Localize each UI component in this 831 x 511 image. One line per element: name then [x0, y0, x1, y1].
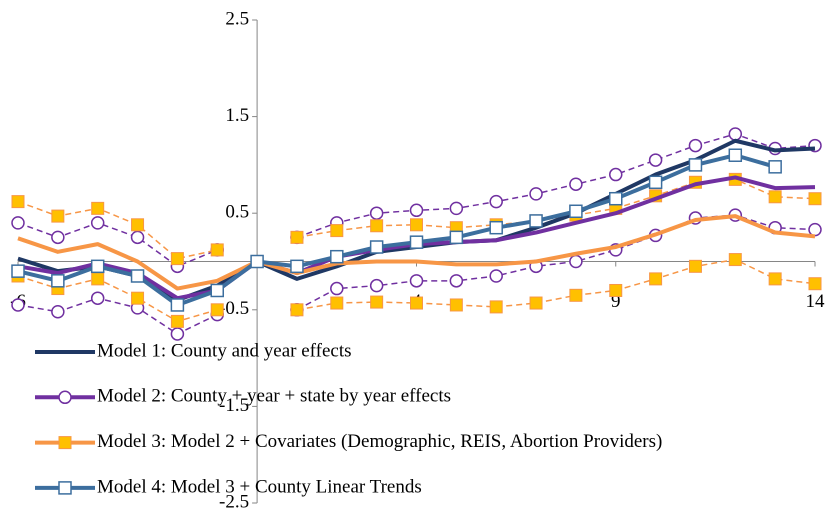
marker — [449, 274, 464, 288]
marker — [609, 167, 623, 182]
marker — [51, 274, 65, 288]
marker — [330, 281, 344, 296]
marker — [688, 259, 702, 273]
legend-label: Model 3: Model 2 + Covariates (Demograph… — [97, 431, 662, 452]
marker — [409, 274, 424, 288]
marker — [90, 259, 105, 274]
marker — [170, 314, 184, 328]
marker — [449, 230, 464, 245]
marker — [768, 272, 782, 286]
marker — [290, 259, 304, 274]
marker — [609, 191, 623, 206]
marker — [51, 304, 65, 319]
marker — [130, 230, 145, 245]
marker — [11, 298, 25, 312]
marker — [210, 303, 224, 317]
legend-label: Model 1: County and year effects — [97, 340, 352, 361]
marker — [768, 160, 782, 174]
marker — [370, 219, 384, 233]
marker — [90, 291, 105, 305]
marker — [290, 230, 304, 244]
marker — [449, 201, 464, 216]
marker — [330, 249, 344, 264]
y-tick-label: -1.5 — [219, 395, 249, 416]
marker — [688, 138, 703, 153]
marker — [529, 296, 543, 310]
marker — [688, 158, 703, 172]
marker — [410, 218, 423, 232]
marker — [409, 203, 424, 218]
y-tick-label: 0.5 — [225, 202, 249, 223]
y-tick-label: -0.5 — [219, 298, 249, 319]
legend-marker — [58, 481, 72, 495]
marker — [569, 177, 583, 191]
marker — [569, 204, 583, 219]
marker — [529, 187, 543, 201]
marker — [210, 243, 224, 257]
marker — [369, 206, 384, 220]
marker — [131, 218, 145, 232]
marker — [808, 222, 822, 237]
marker — [808, 277, 822, 291]
marker — [728, 127, 743, 141]
marker — [648, 153, 663, 167]
marker — [489, 300, 503, 314]
marker — [11, 264, 25, 278]
marker — [330, 296, 344, 310]
marker — [449, 298, 463, 312]
marker — [370, 295, 384, 309]
legend-marker — [58, 390, 72, 405]
marker — [51, 230, 65, 245]
marker — [250, 254, 264, 269]
marker — [410, 296, 423, 310]
marker — [170, 252, 184, 266]
marker — [409, 235, 424, 249]
marker — [51, 209, 65, 223]
legend-marker — [58, 436, 72, 450]
marker — [648, 175, 663, 190]
series-line — [17, 214, 816, 291]
marker — [489, 194, 503, 209]
marker — [290, 303, 304, 317]
y-tick-label: -2.5 — [219, 491, 249, 511]
marker — [11, 216, 25, 230]
x-tick-label: 14 — [806, 291, 826, 312]
marker — [728, 148, 743, 162]
marker — [91, 201, 105, 215]
marker — [11, 195, 25, 209]
marker — [529, 214, 543, 228]
marker — [330, 224, 344, 238]
legend-label: Model 4: Model 3 + County Linear Trends — [97, 476, 422, 497]
x-tick-label: 9 — [611, 291, 621, 312]
y-tick-label: 1.5 — [225, 105, 249, 126]
marker — [728, 253, 742, 267]
marker — [131, 291, 145, 305]
marker — [649, 272, 663, 286]
y-tick-label: 2.5 — [225, 8, 249, 29]
marker — [91, 272, 105, 286]
marker — [768, 190, 782, 204]
marker — [130, 269, 145, 283]
legend-label: Model 2: County + year + state by year e… — [97, 386, 451, 407]
marker — [369, 240, 384, 254]
marker — [489, 220, 503, 235]
marker — [609, 283, 623, 297]
marker — [170, 327, 185, 341]
marker — [489, 269, 503, 283]
marker — [569, 254, 583, 269]
marker — [170, 298, 185, 312]
marker — [569, 288, 583, 302]
marker — [90, 216, 105, 230]
marker — [369, 278, 384, 293]
marker — [808, 192, 822, 206]
marker — [210, 283, 224, 298]
